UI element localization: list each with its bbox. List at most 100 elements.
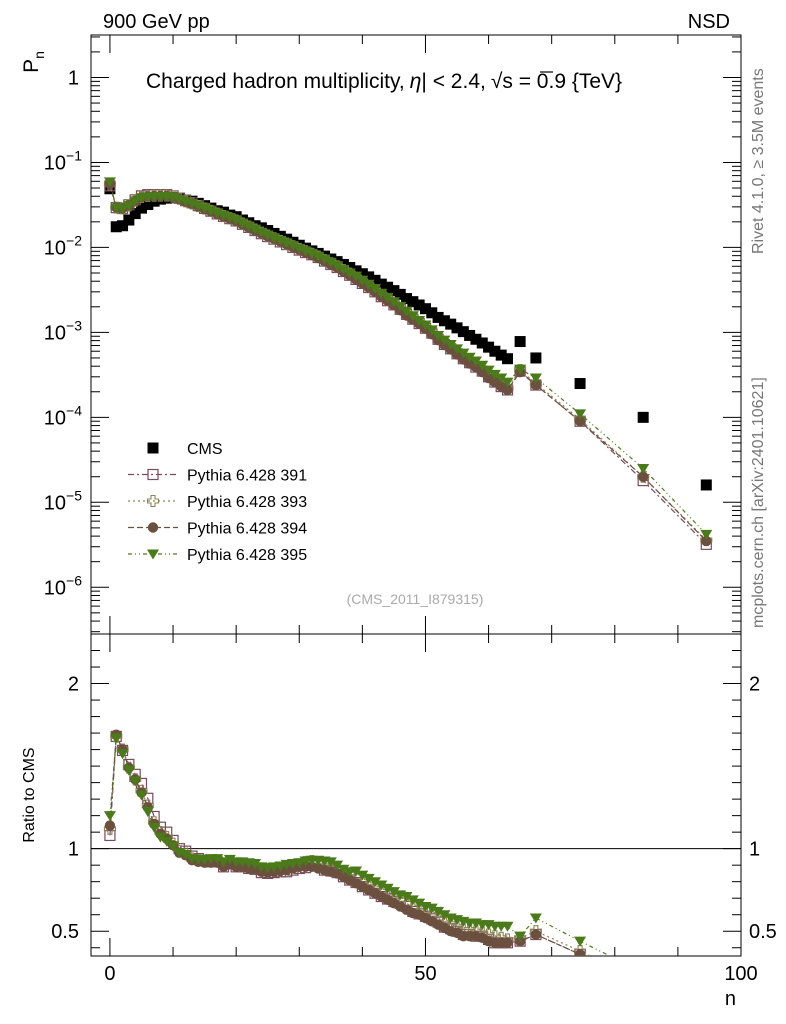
y-tick-label: 10−3 xyxy=(44,317,82,344)
point-pythia-6-428-395 xyxy=(280,238,293,249)
cms-point xyxy=(451,322,463,334)
point-pythia-6-428-395 xyxy=(368,284,381,295)
ratio-point-pythia-6-428-395 xyxy=(362,873,375,884)
ratio-point-pythia-6-428-393 xyxy=(574,944,587,956)
point-pythia-6-428-395 xyxy=(242,221,255,232)
ratio-point-pythia-6-428-395 xyxy=(324,857,337,868)
ratio-point-pythia-6-428-395 xyxy=(211,854,224,865)
point-pythia-6-428-395 xyxy=(425,325,438,336)
legend-marker xyxy=(147,549,159,560)
ratio-y-tick-label: 2 xyxy=(68,674,79,696)
cms-point xyxy=(464,329,476,341)
legend: CMS Pythia 6.428 391 Pythia 6.428 393 Pythi… xyxy=(128,441,307,564)
y-tick-label: 10−1 xyxy=(44,147,82,174)
ratio-point-pythia-6-428-395 xyxy=(129,776,142,787)
legend-entry-cms: CMS xyxy=(147,441,223,458)
title-part-a: Charged hadron multiplicity, xyxy=(146,70,405,93)
point-pythia-6-428-395 xyxy=(394,301,407,312)
ratio-point-pythia-6-428-395 xyxy=(135,790,148,801)
point-pythia-6-428-395 xyxy=(469,356,482,367)
ratio-point-pythia-6-428-395 xyxy=(387,887,400,898)
point-pythia-6-428-395 xyxy=(476,360,489,371)
cms-point xyxy=(530,352,542,364)
cms-point xyxy=(344,262,356,274)
point-pythia-6-428-395 xyxy=(637,463,650,474)
point-pythia-6-428-394 xyxy=(502,384,513,396)
ratio-point-pythia-6-428-395 xyxy=(103,811,116,822)
point-pythia-6-428-395 xyxy=(286,241,299,252)
point-pythia-6-428-395 xyxy=(387,297,400,308)
title-part-b: | < 2.4, xyxy=(421,70,485,93)
point-pythia-6-428-395 xyxy=(501,377,514,388)
cms-point xyxy=(117,220,129,232)
point-pythia-6-428-395 xyxy=(413,315,426,326)
ratio-point-pythia-6-428-395 xyxy=(148,822,161,833)
legend-label: Pythia 6.428 395 xyxy=(187,547,307,564)
point-pythia-6-428-395 xyxy=(419,320,432,331)
ratio-point-pythia-6-428-395 xyxy=(179,849,192,860)
ratio-point-pythia-6-428-395 xyxy=(381,883,394,894)
ratio-y-tick-label-right: 2 xyxy=(749,674,760,696)
cms-point xyxy=(419,303,431,315)
analysis-tag: (CMS_2011_I879315) xyxy=(347,591,484,607)
point-pythia-6-428-395 xyxy=(495,373,508,384)
series-pythia-6-428-395 xyxy=(103,177,713,540)
point-pythia-6-428-395 xyxy=(268,233,281,244)
ratio-point-pythia-6-428-395 xyxy=(141,807,154,818)
top-panel-frame xyxy=(90,34,742,635)
point-pythia-6-428-395 xyxy=(337,264,350,275)
ratio-point-pythia-6-428-393 xyxy=(638,975,649,986)
ratio-panel-frame xyxy=(90,633,742,957)
cms-point xyxy=(432,311,444,323)
point-pythia-6-428-395 xyxy=(438,335,451,346)
legend-marker-cms xyxy=(147,442,159,454)
point-pythia-6-428-395 xyxy=(312,251,325,262)
legend-marker xyxy=(147,522,159,533)
ratio-point-pythia-6-428-395 xyxy=(331,860,344,871)
ratio-point-pythia-6-428-395 xyxy=(501,921,514,932)
ratio-point-pythia-6-428-395 xyxy=(368,877,381,888)
cms-point xyxy=(483,341,495,353)
ratio-point-pythia-6-428-395 xyxy=(574,936,587,947)
point-pythia-6-428-394 xyxy=(637,471,649,482)
legend-label: Pythia 6.428 394 xyxy=(187,521,307,538)
cms-point xyxy=(394,288,406,300)
ratio-point-pythia-6-428-395 xyxy=(160,836,173,847)
cms-point xyxy=(470,333,482,345)
point-pythia-6-428-394 xyxy=(574,416,586,427)
ratio-point-pythia-6-428-395 xyxy=(122,765,135,776)
point-pythia-6-428-395 xyxy=(236,218,249,229)
cms-point xyxy=(401,293,413,305)
ratio-point-pythia-6-428-391 xyxy=(638,979,648,989)
point-pythia-6-428-395 xyxy=(406,311,419,322)
ratio-point-pythia-6-428-395 xyxy=(700,966,712,976)
point-pythia-6-428-395 xyxy=(116,204,129,215)
cms-point xyxy=(123,214,135,226)
cms-point xyxy=(350,265,362,277)
point-pythia-6-428-395 xyxy=(529,373,542,384)
point-pythia-6-428-395 xyxy=(318,254,331,265)
point-pythia-6-428-395 xyxy=(463,352,476,363)
axes-group: 0 50 100 1 10−1 10−2 10−3 10−4 10−5 10−6 0.5 0.5 1 1 2… xyxy=(44,35,777,985)
top-series-group xyxy=(103,177,713,550)
cms-point xyxy=(476,337,488,349)
point-pythia-6-428-395 xyxy=(457,348,470,359)
cms-point xyxy=(700,479,712,491)
point-pythia-6-428-395 xyxy=(400,306,413,317)
ratio-point-pythia-6-428-395 xyxy=(637,968,649,978)
ratio-point-pythia-6-428-395 xyxy=(350,866,363,877)
x-tick-label: 100 xyxy=(724,963,757,985)
ratio-point-pythia-6-428-395 xyxy=(375,880,388,891)
ratio-point-pythia-6-428-395 xyxy=(167,841,180,852)
side-note-rivet: Rivet 4.1.0, ≥ 3.5M events xyxy=(750,68,767,254)
cms-point xyxy=(413,299,425,311)
point-pythia-6-428-395 xyxy=(350,271,363,282)
x-tick-label: 0 xyxy=(104,963,115,985)
ratio-point-pythia-6-428-394 xyxy=(574,949,586,956)
chart-title: Charged hadron multiplicity, η| < 2.4, √s … xyxy=(146,70,622,93)
point-pythia-6-428-395 xyxy=(432,330,445,341)
ratio-y-tick-label-right: 0.5 xyxy=(749,921,777,943)
series-pythia-6-428-394 xyxy=(104,178,712,547)
